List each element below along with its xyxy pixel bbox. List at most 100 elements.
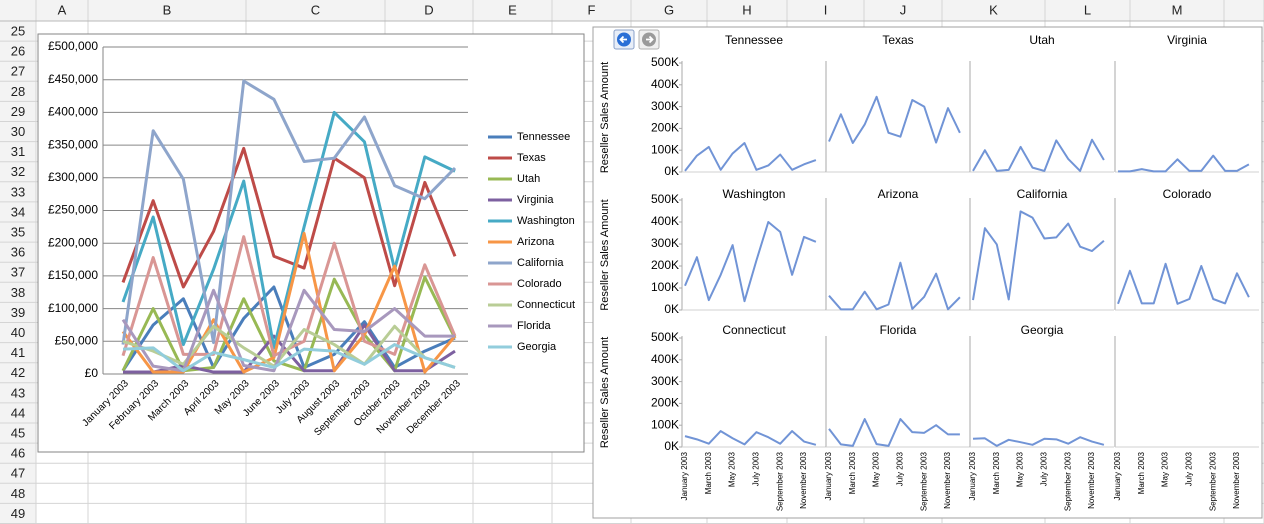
row-header: 42 bbox=[11, 365, 25, 380]
row-header: 31 bbox=[11, 144, 25, 159]
row-header: 36 bbox=[11, 245, 25, 260]
data-line bbox=[828, 95, 961, 145]
x-tick-label: May 2003 bbox=[728, 451, 737, 487]
x-tick-label: September 2003 bbox=[775, 451, 784, 511]
panel-title: California bbox=[1017, 187, 1068, 201]
y-tick-label: £50,000 bbox=[55, 333, 99, 347]
y-tick-label: 0K bbox=[664, 164, 679, 178]
legend-label: Tennessee bbox=[517, 131, 570, 143]
y-tick-label: 400K bbox=[651, 77, 679, 91]
column-header: I bbox=[824, 2, 828, 17]
row-header: 38 bbox=[11, 285, 25, 300]
y-tick-label: £400,000 bbox=[48, 105, 98, 119]
y-tick-label: 200K bbox=[651, 396, 679, 410]
row-header: 47 bbox=[11, 466, 25, 481]
x-tick-label: September 2003 bbox=[1208, 451, 1217, 511]
row-header: 37 bbox=[11, 265, 25, 280]
column-header: B bbox=[163, 2, 172, 17]
data-line bbox=[121, 275, 457, 373]
x-tick-label: July 2003 bbox=[752, 451, 761, 486]
y-tick-label: 400K bbox=[651, 214, 679, 228]
y-tick-label: 500K bbox=[651, 192, 679, 206]
row-header-bar bbox=[0, 21, 36, 524]
column-header: M bbox=[1172, 2, 1183, 17]
panel-title: Utah bbox=[1029, 33, 1054, 47]
panel-title: Connecticut bbox=[722, 323, 786, 337]
x-tick-label: July 2003 bbox=[896, 451, 905, 486]
data-line bbox=[684, 430, 817, 446]
row-header: 30 bbox=[11, 124, 25, 139]
y-tick-label: 300K bbox=[651, 374, 679, 388]
panel-title: Virginia bbox=[1167, 33, 1207, 47]
legend-label: Arizona bbox=[517, 236, 555, 248]
x-tick-label: May 2003 bbox=[872, 451, 881, 487]
data-line bbox=[972, 210, 1105, 301]
row-header: 35 bbox=[11, 224, 25, 239]
row-header: 40 bbox=[11, 325, 25, 340]
row-header: 33 bbox=[11, 184, 25, 199]
y-tick-label: £100,000 bbox=[48, 301, 98, 315]
x-tick-label: March 2003 bbox=[704, 451, 713, 494]
data-line bbox=[1117, 262, 1250, 305]
legend-label: Florida bbox=[517, 320, 552, 332]
x-tick-label: July 2003 bbox=[1040, 451, 1049, 486]
data-line bbox=[121, 288, 455, 373]
data-line bbox=[122, 343, 456, 373]
panel-title: Tennessee bbox=[725, 33, 783, 47]
legend-label: Connecticut bbox=[517, 299, 575, 311]
row-header: 44 bbox=[11, 405, 25, 420]
panel-title: Washington bbox=[723, 187, 786, 201]
row-header: 25 bbox=[11, 23, 25, 38]
x-tick-label: January 2003 bbox=[680, 451, 689, 500]
icon bbox=[646, 35, 654, 44]
data-line bbox=[121, 79, 457, 345]
data-line bbox=[121, 110, 456, 350]
y-tick-label: 500K bbox=[651, 55, 679, 69]
legend-label: Georgia bbox=[517, 341, 557, 353]
x-tick-label: March 2003 bbox=[1137, 451, 1146, 494]
column-header: H bbox=[742, 2, 751, 17]
legend-label: California bbox=[517, 257, 564, 269]
x-tick-label: September 2003 bbox=[919, 451, 928, 511]
y-tick-label: 100K bbox=[651, 142, 679, 156]
y-tick-label: £500,000 bbox=[48, 39, 98, 53]
y-tick-label: £0 bbox=[85, 366, 99, 380]
data-line bbox=[684, 221, 817, 303]
x-tick-label: November 2003 bbox=[799, 451, 808, 508]
column-header: D bbox=[424, 2, 433, 17]
chart-frame bbox=[592, 26, 1263, 519]
y-tick-label: £200,000 bbox=[48, 235, 98, 249]
row-header: 46 bbox=[11, 446, 25, 461]
nav-back[interactable] bbox=[613, 29, 635, 50]
x-tick-label: January 2003 bbox=[824, 451, 833, 500]
column-header: K bbox=[989, 2, 998, 17]
row-header: 39 bbox=[11, 305, 25, 320]
y-axis-title: Reseller Sales Amount bbox=[599, 62, 611, 173]
x-tick-label: March 2003 bbox=[848, 451, 857, 494]
row-header: 29 bbox=[11, 104, 25, 119]
data-line bbox=[828, 261, 961, 311]
data-line bbox=[122, 324, 456, 369]
x-tick-label: May 2003 bbox=[1161, 451, 1170, 487]
y-axis-title: Reseller Sales Amount bbox=[599, 199, 611, 310]
legend-label: Texas bbox=[517, 152, 546, 164]
column-header: L bbox=[1084, 2, 1091, 17]
legend-label: Washington bbox=[517, 215, 575, 227]
data-line bbox=[121, 231, 457, 374]
y-tick-label: 100K bbox=[651, 417, 679, 431]
panel-title: Florida bbox=[880, 323, 917, 337]
legend-label: Colorado bbox=[517, 278, 562, 290]
column-header: F bbox=[588, 2, 596, 17]
x-tick-label: November 2003 bbox=[1232, 451, 1241, 508]
y-tick-label: 300K bbox=[651, 236, 679, 250]
panel-title: Georgia bbox=[1021, 323, 1064, 337]
panel-title: Texas bbox=[882, 33, 913, 47]
x-tick-label: May 2003 bbox=[1016, 451, 1025, 487]
y-tick-label: £450,000 bbox=[48, 72, 98, 86]
row-header: 41 bbox=[11, 345, 25, 360]
nav-forward[interactable] bbox=[638, 29, 660, 50]
y-tick-label: 400K bbox=[651, 352, 679, 366]
row-header: 26 bbox=[11, 44, 25, 59]
x-tick-label: November 2003 bbox=[1087, 451, 1096, 508]
